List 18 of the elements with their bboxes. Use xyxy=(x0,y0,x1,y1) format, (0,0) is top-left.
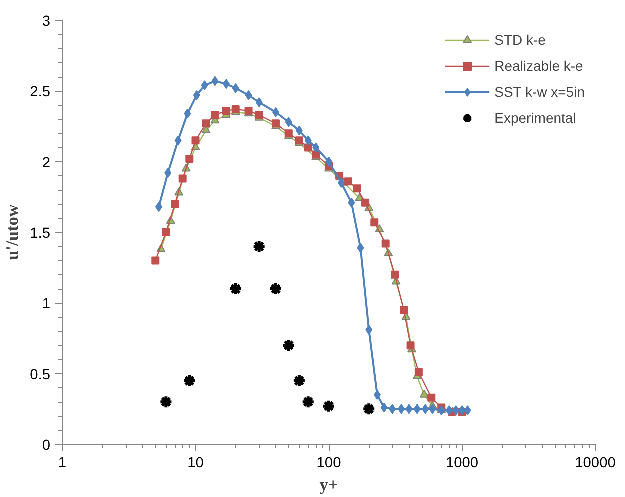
x-axis-title: y+ xyxy=(320,476,338,494)
x-tick-label: 1 xyxy=(58,456,67,472)
y-axis-title: u'/utow xyxy=(3,204,22,260)
legend-label: Experimental xyxy=(494,110,576,126)
legend-label: STD k-e xyxy=(494,32,546,48)
legend-label: SST k-w x=5in xyxy=(494,84,585,100)
y-tick-label: 2 xyxy=(42,155,51,172)
legend-label: Realizable k-e xyxy=(494,58,584,74)
y-tick-label: 3 xyxy=(42,14,51,30)
x-tick-label: 100 xyxy=(316,456,342,472)
y-tick-label: 1 xyxy=(42,296,51,313)
y-tick-label: 2.5 xyxy=(30,84,50,101)
x-tick-label: 10 xyxy=(188,456,204,472)
y-tick-label: 0 xyxy=(42,438,51,454)
x-tick-label: 10000 xyxy=(575,456,616,472)
y-tick-label: 0.5 xyxy=(30,367,50,384)
y-tick-label: 1.5 xyxy=(30,226,50,242)
x-tick-label: 1000 xyxy=(446,456,479,472)
